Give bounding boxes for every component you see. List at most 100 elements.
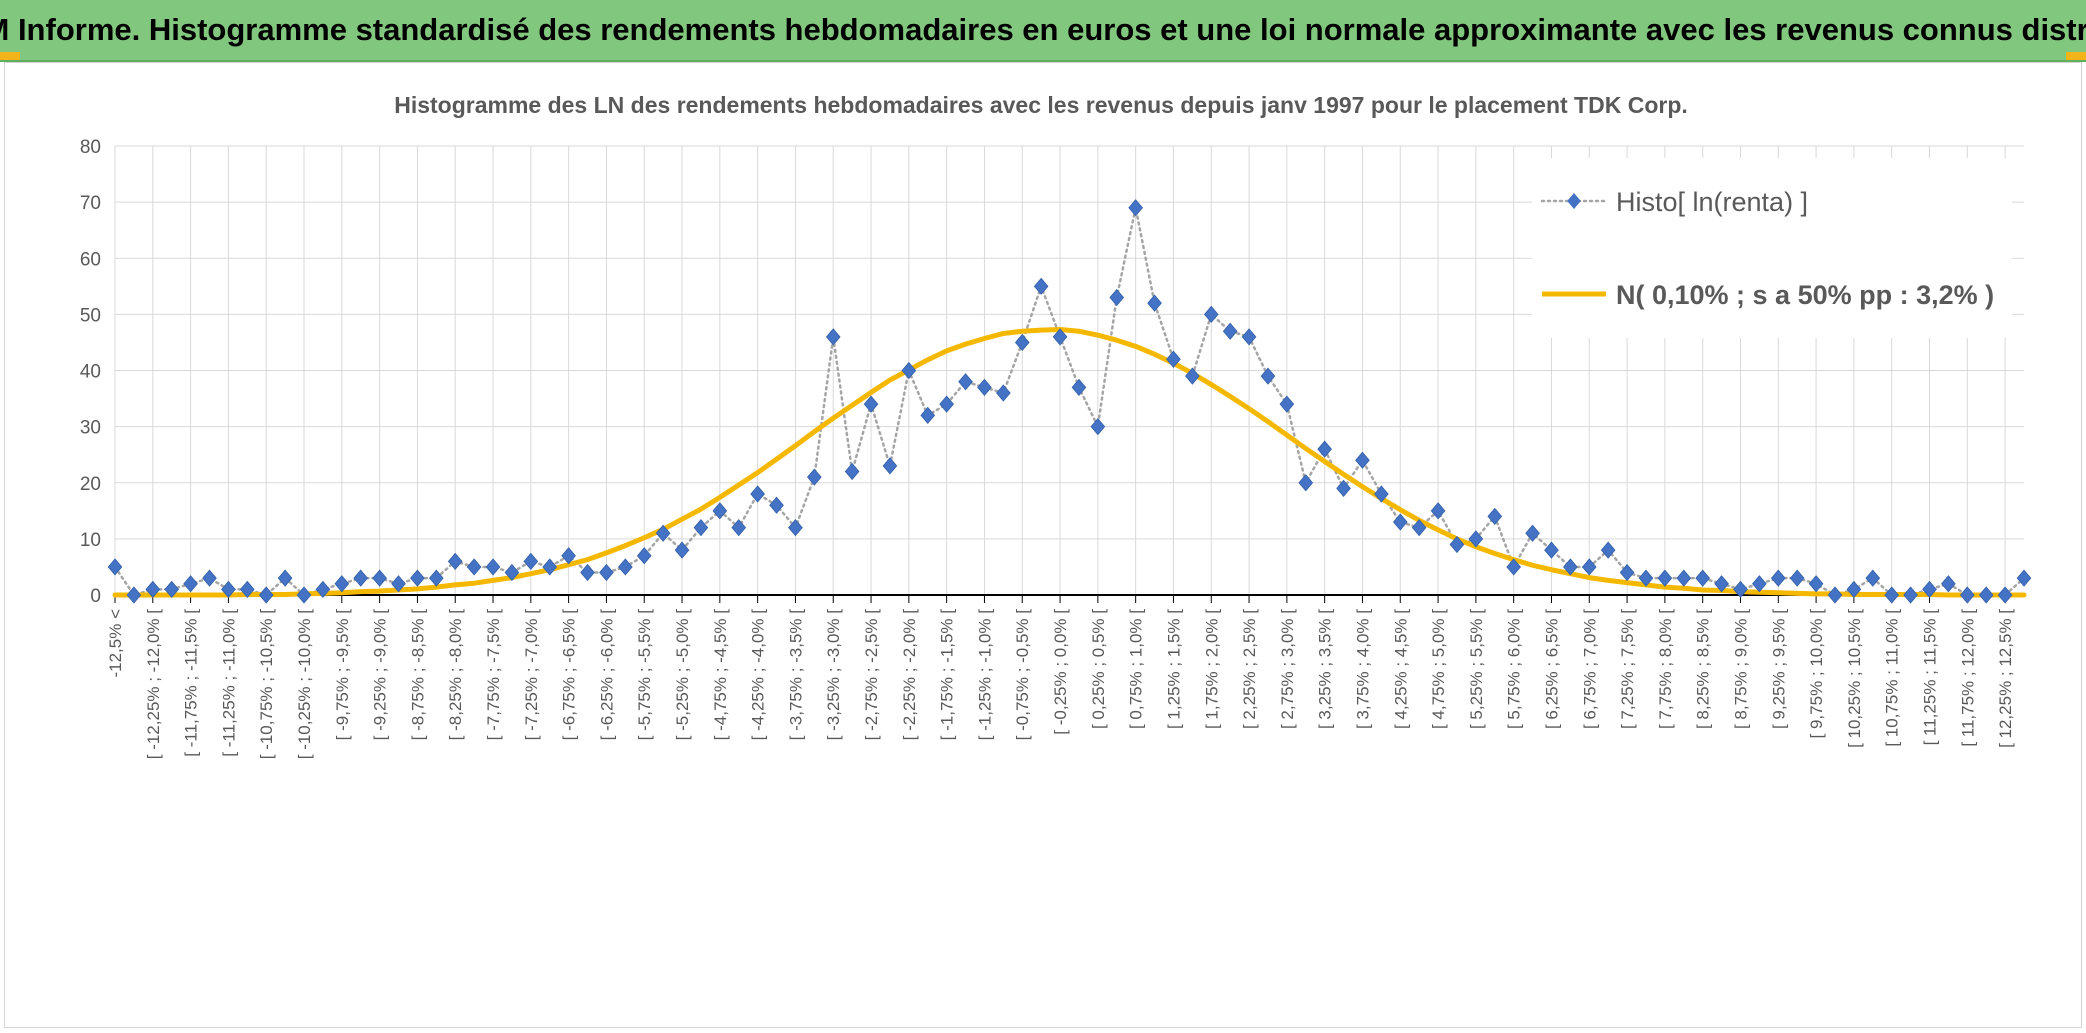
x-tick-label: -12,5% < — [106, 609, 125, 678]
histogram-point — [1374, 485, 1389, 503]
histogram-point — [1468, 530, 1484, 548]
y-tick-label: 0 — [90, 586, 101, 607]
histogram-point — [315, 580, 331, 599]
x-tick-label: [ 7,25% ; 7,5% [ — [1618, 609, 1637, 729]
histogram-point — [353, 569, 369, 587]
x-tick-label: [ 11,75% ; 12,0% [ — [1958, 609, 1977, 747]
histogram-point — [1676, 569, 1692, 587]
x-tick-label: [ 1,75% ; 2,0% [ — [1202, 609, 1221, 729]
histogram-point — [202, 569, 217, 587]
x-tick-label: [ -7,25% ; -7,0% [ — [522, 609, 541, 741]
histogram-point — [1279, 395, 1295, 413]
histogram-point — [183, 575, 198, 593]
x-tick-label: [ 5,75% ; 6,0% [ — [1505, 609, 1524, 729]
histogram-point — [599, 563, 614, 582]
histogram-point — [1865, 569, 1881, 587]
x-tick-label: [ 4,75% ; 5,0% [ — [1429, 609, 1448, 729]
histogram-point — [410, 569, 425, 587]
histogram-point — [996, 384, 1011, 402]
x-tick-label: [ -2,25% ; -2,0% [ — [900, 609, 919, 741]
histogram-point — [277, 569, 293, 587]
histogram-point — [863, 395, 879, 413]
x-tick-label: [ -9,25% ; -9,0% [ — [371, 609, 390, 741]
legend-background — [1532, 158, 2012, 338]
histogram-point — [221, 580, 236, 599]
histogram-point — [447, 552, 463, 570]
histogram-point — [485, 558, 501, 576]
histogram-point — [1033, 277, 1049, 295]
histogram-point — [1922, 580, 1937, 599]
histogram-point — [1544, 541, 1559, 559]
histogram-point — [1695, 569, 1711, 587]
histogram-point — [1903, 586, 1918, 604]
histogram-point — [1657, 569, 1673, 587]
y-tick-label: 60 — [80, 249, 101, 270]
y-tick-label: 50 — [80, 305, 101, 326]
legend-histogram-label: Histo[ ln(renta) ] — [1616, 187, 1808, 217]
histogram-point — [334, 575, 350, 593]
x-tick-label: [ 6,75% ; 7,0% [ — [1580, 609, 1599, 729]
x-tick-label: [ 12,25% ; 12,5% [ — [1996, 609, 2015, 748]
histogram-point — [1997, 586, 2013, 604]
x-tick-label: [ 0,75% ; 1,0% [ — [1127, 609, 1146, 729]
histogram-point — [1203, 305, 1219, 323]
x-tick-label: [ 3,25% ; 3,5% [ — [1316, 609, 1335, 729]
histogram-point — [712, 502, 728, 520]
legend: Histo[ ln(renta) ] N( 0,10% ; s a 50% pp … — [1532, 158, 2012, 338]
y-axis: 0 10 20 30 40 50 60 70 80 — [80, 137, 101, 607]
histogram-point — [731, 519, 747, 537]
y-tick-label: 20 — [80, 474, 101, 495]
x-tick-label: [ -8,25% ; -8,0% [ — [446, 609, 465, 741]
histogram-point — [1090, 418, 1106, 436]
x-tick-label: [ 6,25% ; 6,5% [ — [1542, 609, 1561, 729]
x-tick-label: [ 8,25% ; 8,5% [ — [1694, 609, 1713, 729]
y-tick-label: 80 — [80, 137, 101, 158]
chart-frame: 0 10 20 30 40 50 60 70 80 -12,5% < [ -12,25% ; -1… — [4, 62, 2082, 1028]
x-tick-label: [ 3,75% ; 4,0% [ — [1353, 609, 1372, 729]
x-tick-label: [ -8,75% ; -8,5% [ — [408, 609, 427, 741]
histogram-point — [1581, 558, 1597, 576]
x-tick-label: [ 9,75% ; 10,0% [ — [1807, 609, 1826, 739]
histogram-point — [504, 563, 520, 582]
histogram-point — [1884, 586, 1900, 604]
chart-title: Histogramme des LN des rendements hebdom… — [394, 92, 1688, 118]
histogram-point — [2016, 569, 2032, 587]
histogram-point — [1846, 580, 1862, 599]
histogram-point — [1109, 288, 1125, 307]
histogram-point — [1430, 502, 1446, 520]
y-tick-label: 30 — [80, 418, 101, 439]
histogram-point — [1827, 586, 1843, 604]
y-tick-label: 40 — [80, 362, 101, 383]
histogram-point — [1563, 558, 1578, 576]
x-tick-label: [ 2,75% ; 3,0% [ — [1278, 609, 1297, 729]
histogram-point — [428, 569, 444, 587]
histogram-point — [239, 580, 255, 599]
histogram-point — [882, 457, 898, 475]
histogram-point — [1052, 328, 1068, 346]
histogram-point — [939, 395, 954, 413]
y-tick-label: 10 — [80, 530, 101, 551]
histogram-point — [1185, 367, 1200, 385]
x-tick-label: [ -4,25% ; -4,0% [ — [749, 609, 768, 741]
histogram-point — [977, 378, 992, 396]
histogram-point — [769, 496, 784, 514]
histogram-point — [1978, 586, 1994, 604]
histogram-point — [674, 541, 690, 559]
x-tick-label: [ -3,75% ; -3,5% [ — [786, 609, 805, 741]
x-tick-label: [ 11,25% ; 11,5% [ — [1920, 609, 1939, 746]
histogram-point — [296, 586, 312, 604]
histogram-chart: 0 10 20 30 40 50 60 70 80 -12,5% < [ -12,25% ; -1… — [80, 92, 2032, 760]
histogram-point — [1600, 541, 1616, 559]
histogram-point — [788, 519, 803, 537]
histogram-point — [636, 547, 652, 565]
histogram-point — [920, 406, 936, 425]
banner-corner-left — [0, 52, 20, 60]
histogram-point — [1959, 586, 1975, 604]
histogram-point — [1392, 513, 1408, 531]
histogram-point — [126, 586, 142, 604]
histogram-point — [901, 361, 917, 380]
histogram-point — [1525, 524, 1540, 542]
x-axis: -12,5% < [ -12,25% ; -12,0% [[ -11,75% ; … — [106, 594, 2024, 760]
x-tick-label: [ -10,25% ; -10,0% [ — [295, 609, 314, 760]
histogram-point — [1166, 350, 1181, 368]
